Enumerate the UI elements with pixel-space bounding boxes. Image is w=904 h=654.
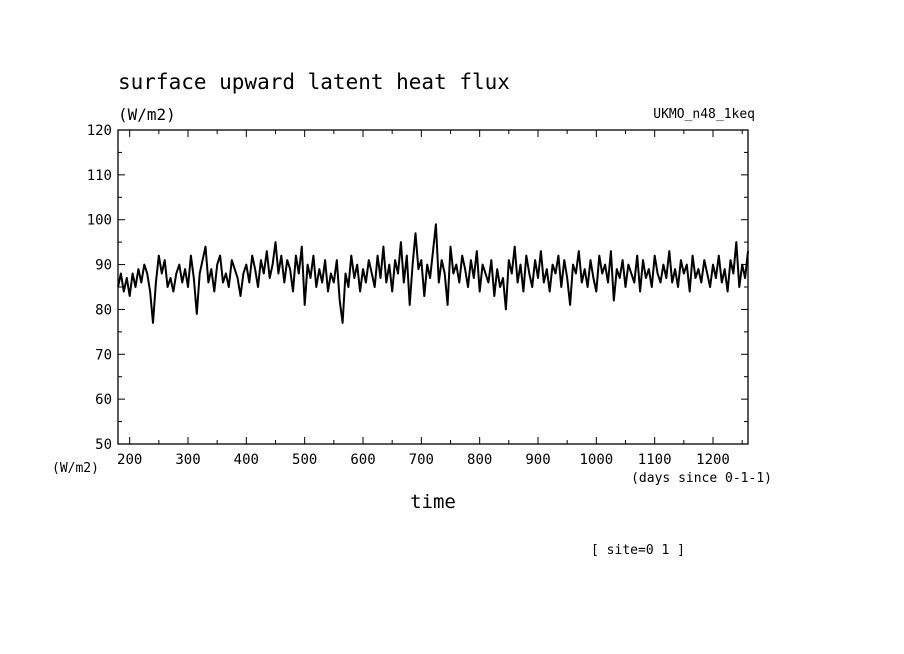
x-tick-label: 500 bbox=[292, 452, 317, 468]
y-tick-label: 70 bbox=[95, 347, 112, 363]
chart-title: surface upward latent heat flux bbox=[118, 70, 510, 94]
series-line bbox=[117, 223, 749, 324]
x-axis-ticks: 200 300 400 500 600 700 800 900 1000 1100 1200 bbox=[117, 130, 743, 468]
y-tick-label: 50 bbox=[95, 437, 112, 453]
y-tick-label: 100 bbox=[87, 213, 112, 229]
x-tick-label: 1000 bbox=[579, 452, 613, 468]
y-tick-label: 90 bbox=[95, 258, 112, 274]
y-axis-ticks: 50 60 70 80 90 100 110 120 bbox=[87, 123, 748, 453]
x-tick-label: 400 bbox=[234, 452, 259, 468]
y-tick-label: 120 bbox=[87, 123, 112, 139]
x-tick-label: 300 bbox=[175, 452, 200, 468]
x-tick-label: 800 bbox=[467, 452, 492, 468]
plot-frame bbox=[117, 129, 749, 445]
x-tick-label: 1200 bbox=[696, 452, 730, 468]
model-label: UKMO_n48_1keq bbox=[653, 107, 755, 122]
x-tick-label: 200 bbox=[117, 452, 142, 468]
x-tick-label: 900 bbox=[525, 452, 550, 468]
y-tick-label: 80 bbox=[95, 302, 112, 318]
y-tick-label: 110 bbox=[87, 168, 112, 184]
footnote: [ site=0 1 ] bbox=[591, 543, 685, 558]
x-tick-label: 700 bbox=[409, 452, 434, 468]
units-label: (W/m2) bbox=[118, 105, 176, 124]
y-units-label: (W/m2) bbox=[52, 461, 99, 476]
x-tick-label: 600 bbox=[350, 452, 375, 468]
y-tick-label: 60 bbox=[95, 392, 112, 408]
x-axis-label: time bbox=[410, 491, 456, 513]
x-tick-label: 1100 bbox=[638, 452, 672, 468]
x-units-label: (days since 0-1-1) bbox=[631, 471, 772, 486]
